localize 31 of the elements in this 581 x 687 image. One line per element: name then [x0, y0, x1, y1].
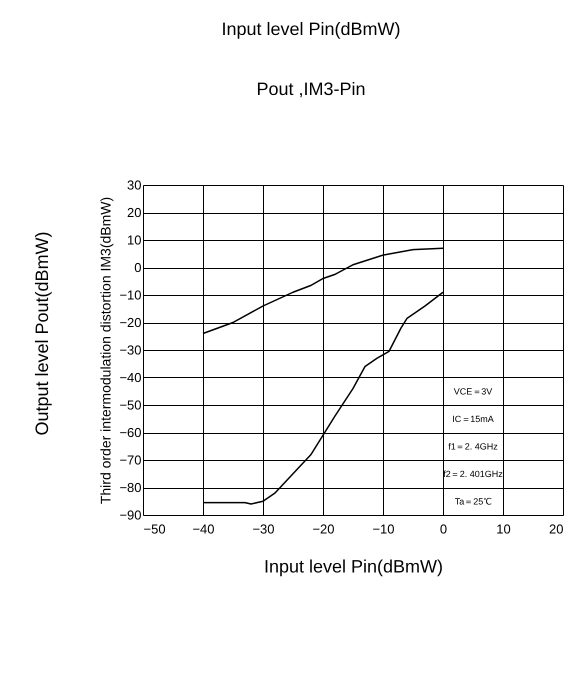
y-tick-label: 30: [127, 178, 142, 192]
annotation: VCE＝3V: [454, 386, 492, 396]
x-tick-label: −40: [192, 522, 215, 536]
y-tick-label: −50: [119, 398, 142, 412]
chart-title: Pout ,IM3-Pin: [256, 79, 366, 99]
y-tick-label: −30: [119, 342, 142, 358]
x-tick-label: 10: [496, 522, 511, 536]
y-tick-label: −80: [119, 480, 142, 495]
x-tick-label: 20: [549, 522, 564, 536]
y-tick-label: −10: [119, 288, 142, 302]
x-tick-label: −20: [312, 522, 335, 536]
y-tick-label: 10: [127, 232, 142, 248]
y-axis-title: Third order intermodulation distortion IM3(dBmW): [97, 196, 114, 504]
x-axis-title: Input level Pin(dBmW): [264, 556, 444, 576]
y-tick-label: −60: [119, 425, 142, 440]
annotation: Ta＝25℃: [454, 496, 492, 506]
y-tick-label: −20: [119, 315, 142, 330]
y-tick-label: 20: [127, 205, 142, 220]
text: Input level Pin(dBmW): [221, 19, 401, 39]
y-tick-label: −40: [119, 370, 142, 385]
x-tick-label: −10: [372, 522, 395, 536]
annotation: IC＝15mA: [452, 414, 494, 424]
annotation: f2＝2. 401GHz: [443, 468, 504, 479]
y-tick-label: −70: [119, 452, 142, 468]
x-tick-label: −30: [252, 522, 275, 536]
annotation: f1＝2. 4GHz: [448, 441, 498, 452]
y-tick-label: −90: [119, 508, 142, 522]
text: Output level Pout(dBmW): [32, 231, 52, 436]
x-tick-label: 0: [440, 522, 448, 536]
x-tick-label: −50: [144, 522, 166, 536]
y-tick-label: 0: [134, 260, 142, 275]
